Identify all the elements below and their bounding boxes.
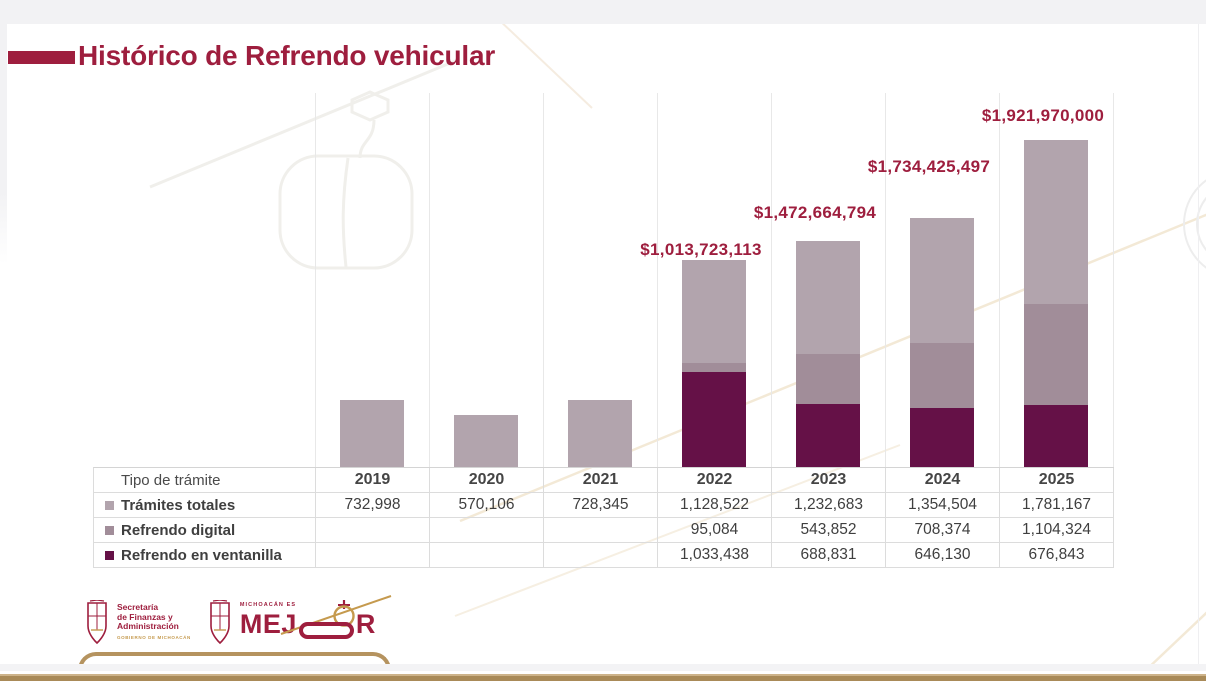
title-row: Histórico de Refrendo vehicular <box>8 40 495 72</box>
row-label-tramites-totales: Trámites totales <box>94 493 316 518</box>
bar-segment <box>910 342 974 408</box>
mejor-text-block: MICHOACÁN ES MEJ R <box>239 595 392 639</box>
table-cell <box>544 518 658 543</box>
year-header: 2020 <box>430 468 544 493</box>
slide-right-edge <box>1198 24 1199 664</box>
mejor-word-prefix: MEJ <box>239 609 297 639</box>
bar-segment <box>796 403 860 467</box>
chart-gridline <box>657 93 658 467</box>
bar-segment <box>910 407 974 467</box>
bar-annotation: $1,921,970,000 <box>981 106 1105 125</box>
bar-segment <box>568 400 632 467</box>
table-cell: 732,998 <box>316 493 430 518</box>
chart-gridline <box>429 93 430 467</box>
bar-segment <box>796 240 860 354</box>
row-label-text: Trámites totales <box>121 496 236 514</box>
legend-swatch-icon <box>105 525 114 535</box>
footer-band-goldline <box>0 674 1206 676</box>
table-cell: 1,354,504 <box>886 493 1000 518</box>
footer-band-gray <box>0 664 1206 671</box>
secretaria-subtitle: GOBIERNO DE MICHOACÁN <box>117 634 191 640</box>
table-cell <box>316 518 430 543</box>
bar-segment <box>796 353 860 404</box>
mejor-wordmark: MEJ R <box>239 595 392 639</box>
year-header: 2025 <box>1000 468 1114 493</box>
bar-annotation: $1,472,664,794 <box>753 203 877 222</box>
secretaria-name-line: Secretaría <box>117 602 159 612</box>
year-header: 2022 <box>658 468 772 493</box>
year-header: 2023 <box>772 468 886 493</box>
mejor-word-suffix: R <box>355 609 376 639</box>
secretaria-name-line: de Finanzas y <box>117 611 173 622</box>
window-left-strip <box>0 24 7 264</box>
secretaria-finanzas-logo: Secretaría de Finanzas y Administración … <box>86 600 191 645</box>
table-cell: 688,831 <box>772 543 886 568</box>
chart-gridline <box>543 93 544 467</box>
table-cell: 570,106 <box>430 493 544 518</box>
legend-swatch-icon <box>105 500 114 510</box>
bar-annotation: $1,734,425,497 <box>867 157 991 176</box>
table-cell: 1,232,683 <box>772 493 886 518</box>
window-top-strip <box>0 0 1206 24</box>
footer-band-tan <box>0 675 1206 681</box>
bar-segment <box>1024 303 1088 405</box>
coat-of-arms-icon <box>87 600 107 645</box>
bar-segment <box>682 363 746 373</box>
cable-car-sketch <box>149 59 456 270</box>
legend-swatch-icon <box>105 550 114 560</box>
table-cell <box>430 543 544 568</box>
footer-band-white <box>0 671 1206 674</box>
footer-logos: Secretaría de Finanzas y Administración … <box>86 595 392 645</box>
bar-segment <box>1024 404 1088 467</box>
table-cell <box>544 543 658 568</box>
page-title: Histórico de Refrendo vehicular <box>78 40 496 71</box>
row-label-text: Refrendo en ventanilla <box>121 546 282 564</box>
bar-segment <box>340 399 404 467</box>
data-table: Tipo de trámite 2019 2020 2021 2022 2023… <box>93 467 1114 568</box>
year-header: 2024 <box>886 468 1000 493</box>
table-cell: 646,130 <box>886 543 1000 568</box>
mejor-tagline: MICHOACÁN ES <box>239 602 297 608</box>
chart-gridline <box>885 93 886 467</box>
cable-car-icon <box>280 595 392 639</box>
bar-annotation: $1,013,723,113 <box>640 240 762 259</box>
table-cell: 1,104,324 <box>1000 518 1114 543</box>
table-cell: 676,843 <box>1000 543 1114 568</box>
row-label-refrendo-digital: Refrendo digital <box>94 518 316 543</box>
table-cell: 1,781,167 <box>1000 493 1114 518</box>
michoacan-es-mejor-logo: MICHOACÁN ES MEJ R <box>209 595 392 645</box>
title-accent-bar <box>8 51 75 64</box>
table-cell <box>316 543 430 568</box>
year-header: 2021 <box>544 468 658 493</box>
chart-gridline <box>315 93 316 467</box>
row-label-refrendo-ventanilla: Refrendo en ventanilla <box>94 543 316 568</box>
chart-gridline <box>1113 93 1114 467</box>
bar-segment <box>910 218 974 343</box>
year-header: 2019 <box>316 468 430 493</box>
secretaria-text-block: Secretaría de Finanzas y Administración … <box>117 602 191 640</box>
table-header-label: Tipo de trámite <box>94 468 316 493</box>
bar-segment <box>1024 140 1088 304</box>
chart-gridline <box>999 93 1000 467</box>
table-cell: 1,033,438 <box>658 543 772 568</box>
row-label-text: Refrendo digital <box>121 521 236 539</box>
table-cell: 95,084 <box>658 518 772 543</box>
table-cell: 1,128,522 <box>658 493 772 518</box>
secretaria-name-line: Administración <box>117 621 179 631</box>
coat-of-arms-icon <box>210 600 230 645</box>
gold-rounded-frame <box>78 652 391 674</box>
circles-decoration <box>1183 179 1206 269</box>
table-cell: 708,374 <box>886 518 1000 543</box>
bar-segment <box>682 372 746 467</box>
table-cell <box>430 518 544 543</box>
bar-segment <box>682 259 746 364</box>
bar-segment <box>454 414 518 467</box>
chart-gridline <box>771 93 772 467</box>
table-cell: 543,852 <box>772 518 886 543</box>
table-cell: 728,345 <box>544 493 658 518</box>
